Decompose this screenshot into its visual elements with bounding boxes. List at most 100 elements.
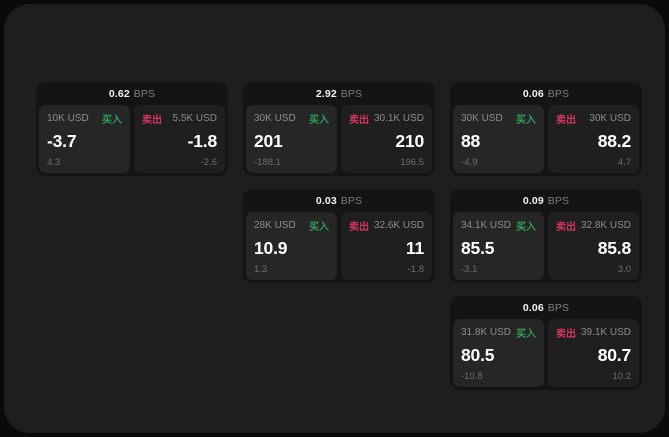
buy-tag: 买入: [516, 222, 536, 233]
buy-price: 85.5: [461, 238, 495, 258]
spread-card[interactable]: 2.92 BPS 30K USD 买入 201 -188.1: [243, 82, 435, 176]
bps-unit-label: BPS: [340, 87, 363, 100]
spread-card[interactable]: 0.06 BPS 31.8K USD 买入 80.5 -10.8: [450, 296, 642, 390]
buy-panel-header: 34.1K USD 买入: [461, 219, 536, 233]
buy-size-label: 34.1K USD: [461, 220, 512, 231]
sell-size-label: 30K USD: [589, 113, 631, 124]
card-body: 30K USD 买入 201 -188.1 卖出 30.1K USD 210: [243, 105, 435, 176]
buy-panel[interactable]: 34.1K USD 买入 85.5 -3.1: [453, 212, 544, 280]
buy-tag: 买入: [516, 115, 536, 126]
spread-card[interactable]: 0.06 BPS 30K USD 买入 88 -4.9: [450, 82, 642, 176]
bps-value: 0.06: [522, 301, 544, 314]
buy-size-label: 30K USD: [461, 113, 503, 124]
buy-size-label: 31.8K USD: [461, 327, 512, 338]
buy-price: 10.9: [254, 238, 288, 258]
bps-unit-label: BPS: [340, 194, 363, 207]
sell-panel-header: 卖出 30K USD: [556, 112, 631, 126]
card-header: 0.06 BPS: [450, 82, 642, 105]
buy-delta: -4.9: [461, 156, 478, 168]
card-header: 0.03 BPS: [243, 189, 435, 212]
buy-tag: 买入: [309, 115, 329, 126]
sell-tag: 卖出: [349, 115, 369, 126]
sell-price: 80.7: [597, 345, 631, 365]
spread-card[interactable]: 0.09 BPS 34.1K USD 买入 85.5 -3.1: [450, 189, 642, 283]
buy-delta: -10.8: [461, 370, 483, 382]
sell-price: -1.8: [187, 131, 218, 151]
sell-tag: 卖出: [556, 115, 576, 126]
sell-panel[interactable]: 卖出 5.5K USD -1.8 -2.6: [134, 105, 225, 173]
card-grid: 0.62 BPS 10K USD 买入 -3.7 4.3: [36, 82, 642, 402]
buy-price: 80.5: [461, 345, 495, 365]
buy-panel[interactable]: 28K USD 买入 10.9 1.3: [246, 212, 337, 280]
buy-panel[interactable]: 10K USD 买入 -3.7 4.3: [39, 105, 130, 173]
sell-panel[interactable]: 卖出 39.1K USD 80.7 10.2: [548, 319, 639, 387]
sell-delta: 196.5: [400, 156, 424, 168]
sell-panel[interactable]: 卖出 32.8K USD 85.8 3.0: [548, 212, 639, 280]
sell-delta: -1.8: [407, 263, 424, 275]
sell-price: 11: [405, 238, 424, 258]
sell-tag: 卖出: [142, 115, 162, 126]
sell-size-label: 32.6K USD: [373, 220, 424, 231]
bps-value: 2.92: [315, 87, 337, 100]
buy-price: 201: [254, 131, 283, 151]
buy-size-label: 10K USD: [47, 113, 89, 124]
card-header: 2.92 BPS: [243, 82, 435, 105]
buy-panel-header: 10K USD 买入: [47, 112, 122, 126]
buy-tag: 买入: [102, 115, 122, 126]
sell-size-label: 30.1K USD: [373, 113, 424, 124]
sell-panel-header: 卖出 5.5K USD: [142, 112, 217, 126]
card-body: 28K USD 买入 10.9 1.3 卖出 32.6K USD 11: [243, 212, 435, 283]
buy-price: -3.7: [47, 131, 77, 151]
buy-panel-header: 30K USD 买入: [254, 112, 329, 126]
sell-price: 88.2: [597, 131, 631, 151]
buy-delta: 4.3: [47, 156, 61, 168]
bps-unit-label: BPS: [547, 194, 570, 207]
card-body: 34.1K USD 买入 85.5 -3.1 卖出 32.8K USD 85.: [450, 212, 642, 283]
sell-tag: 卖出: [556, 329, 576, 340]
buy-delta: 1.3: [254, 263, 268, 275]
card-header: 0.09 BPS: [450, 189, 642, 212]
bps-unit-label: BPS: [547, 87, 570, 100]
sell-size-label: 32.8K USD: [580, 220, 631, 231]
buy-size-label: 30K USD: [254, 113, 296, 124]
sell-tag: 卖出: [349, 222, 369, 233]
sell-panel[interactable]: 卖出 30K USD 88.2 4.7: [548, 105, 639, 173]
bps-value: 0.03: [315, 194, 337, 207]
app-window: 0.62 BPS 10K USD 买入 -3.7 4.3: [4, 4, 665, 433]
sell-panel-header: 卖出 30.1K USD: [349, 112, 424, 126]
spread-board: 0.62 BPS 10K USD 买入 -3.7 4.3: [4, 4, 665, 433]
sell-price: 85.8: [597, 238, 631, 258]
buy-size-label: 28K USD: [254, 220, 296, 231]
buy-panel-header: 28K USD 买入: [254, 219, 329, 233]
sell-panel-header: 卖出 32.6K USD: [349, 219, 424, 233]
sell-delta: -2.6: [200, 156, 217, 168]
buy-panel-header: 31.8K USD 买入: [461, 326, 536, 340]
buy-panel[interactable]: 31.8K USD 买入 80.5 -10.8: [453, 319, 544, 387]
sell-size-label: 5.5K USD: [172, 113, 217, 124]
spread-card[interactable]: 0.03 BPS 28K USD 买入 10.9 1.3: [243, 189, 435, 283]
buy-delta: -3.1: [461, 263, 478, 275]
sell-panel-header: 卖出 32.8K USD: [556, 219, 631, 233]
sell-delta: 3.0: [617, 263, 631, 275]
card-body: 30K USD 买入 88 -4.9 卖出 30K USD 88.2: [450, 105, 642, 176]
sell-panel-header: 卖出 39.1K USD: [556, 326, 631, 340]
buy-panel-header: 30K USD 买入: [461, 112, 536, 126]
bps-unit-label: BPS: [547, 301, 570, 314]
buy-panel[interactable]: 30K USD 买入 201 -188.1: [246, 105, 337, 173]
bps-value: 0.09: [522, 194, 544, 207]
buy-tag: 买入: [309, 222, 329, 233]
card-header: 0.62 BPS: [36, 82, 228, 105]
sell-delta: 10.2: [612, 370, 632, 382]
bps-value: 0.62: [108, 87, 130, 100]
buy-delta: -188.1: [254, 156, 281, 168]
sell-panel[interactable]: 卖出 30.1K USD 210 196.5: [341, 105, 432, 173]
buy-price: 88: [461, 131, 481, 151]
buy-panel[interactable]: 30K USD 买入 88 -4.9: [453, 105, 544, 173]
spread-card[interactable]: 0.62 BPS 10K USD 买入 -3.7 4.3: [36, 82, 228, 176]
bps-unit-label: BPS: [133, 87, 156, 100]
sell-delta: 4.7: [617, 156, 631, 168]
sell-price: 210: [395, 131, 424, 151]
sell-size-label: 39.1K USD: [580, 327, 631, 338]
sell-tag: 卖出: [556, 222, 576, 233]
sell-panel[interactable]: 卖出 32.6K USD 11 -1.8: [341, 212, 432, 280]
